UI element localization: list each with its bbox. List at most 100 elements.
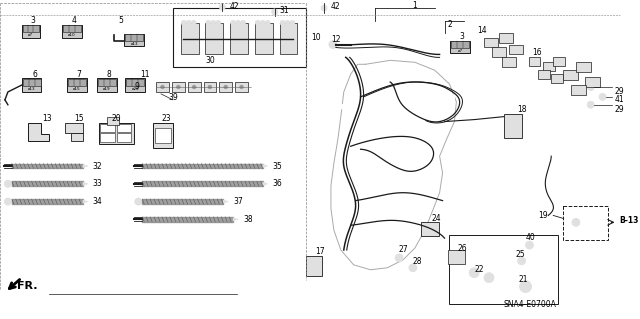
Bar — [563, 205, 607, 240]
Circle shape — [224, 85, 228, 89]
Circle shape — [216, 20, 221, 25]
Text: 9: 9 — [135, 83, 140, 92]
Circle shape — [211, 20, 216, 25]
Text: ø15: ø15 — [73, 87, 81, 91]
Circle shape — [340, 174, 345, 178]
Bar — [451, 41, 470, 53]
Circle shape — [290, 20, 295, 25]
Bar — [23, 26, 38, 33]
Text: 42: 42 — [331, 3, 340, 11]
Circle shape — [230, 20, 236, 25]
Text: ø19: ø19 — [103, 87, 111, 91]
Bar — [22, 78, 42, 92]
Polygon shape — [83, 182, 88, 185]
Text: 15: 15 — [74, 114, 84, 123]
Bar — [107, 117, 118, 124]
Circle shape — [191, 20, 196, 25]
Text: 19: 19 — [538, 211, 548, 220]
Bar — [100, 133, 115, 142]
Text: 7: 7 — [77, 70, 81, 79]
Bar — [502, 57, 516, 67]
Text: 21: 21 — [519, 275, 528, 284]
Bar — [529, 57, 540, 66]
Bar — [99, 122, 134, 144]
Polygon shape — [83, 165, 88, 167]
Bar — [98, 79, 116, 86]
Polygon shape — [223, 200, 228, 203]
Polygon shape — [233, 218, 238, 221]
Circle shape — [393, 45, 397, 50]
Circle shape — [135, 198, 141, 205]
Bar — [116, 133, 131, 142]
Text: 38: 38 — [243, 215, 253, 224]
Text: 32: 32 — [93, 161, 102, 171]
Circle shape — [341, 55, 346, 60]
Circle shape — [236, 20, 241, 25]
Bar — [125, 34, 143, 41]
Circle shape — [520, 281, 531, 293]
Circle shape — [4, 180, 12, 187]
Circle shape — [265, 20, 270, 25]
Bar — [71, 133, 83, 141]
Bar — [576, 62, 591, 72]
Circle shape — [241, 20, 246, 25]
Bar — [100, 123, 115, 132]
Text: 31: 31 — [280, 6, 289, 15]
Polygon shape — [28, 122, 49, 141]
Circle shape — [6, 197, 16, 206]
Circle shape — [271, 9, 278, 15]
Bar — [124, 33, 144, 47]
Bar — [551, 74, 563, 83]
Circle shape — [422, 52, 428, 57]
Bar — [188, 82, 200, 92]
Bar — [180, 23, 198, 55]
Text: 11: 11 — [140, 70, 150, 79]
Bar — [585, 77, 600, 87]
Circle shape — [208, 85, 212, 89]
Bar — [230, 23, 248, 55]
Circle shape — [363, 45, 368, 50]
Text: 37: 37 — [233, 197, 243, 206]
Bar — [220, 82, 232, 92]
Circle shape — [422, 196, 428, 201]
Circle shape — [409, 264, 417, 272]
Text: ø10: ø10 — [68, 33, 76, 37]
Bar — [306, 256, 322, 276]
Circle shape — [450, 94, 455, 99]
Circle shape — [341, 193, 346, 198]
Bar — [421, 222, 438, 236]
Bar — [543, 62, 555, 71]
Circle shape — [401, 85, 406, 89]
Text: ø22: ø22 — [131, 87, 140, 91]
Bar — [156, 82, 169, 92]
Circle shape — [341, 129, 346, 134]
Bar — [67, 78, 87, 92]
Circle shape — [572, 219, 580, 226]
Text: 26: 26 — [458, 243, 467, 253]
Text: B-13: B-13 — [620, 216, 639, 225]
Text: 29: 29 — [614, 105, 624, 114]
Circle shape — [340, 154, 345, 159]
Bar — [571, 85, 586, 95]
Text: 39: 39 — [168, 93, 178, 102]
Circle shape — [255, 20, 260, 25]
Circle shape — [329, 41, 337, 48]
Text: 2: 2 — [447, 20, 452, 29]
Text: SNA4-E0700A: SNA4-E0700A — [504, 300, 557, 309]
Text: 30: 30 — [205, 56, 215, 65]
Polygon shape — [331, 60, 456, 270]
Text: 33: 33 — [93, 179, 102, 188]
Bar — [22, 25, 40, 38]
Bar — [204, 82, 216, 92]
Circle shape — [429, 147, 434, 152]
Text: 42: 42 — [229, 3, 239, 11]
Bar — [63, 26, 81, 33]
Bar — [68, 79, 86, 86]
Bar — [492, 48, 506, 57]
Bar — [97, 78, 116, 92]
Circle shape — [161, 85, 164, 89]
Text: 14: 14 — [477, 26, 487, 35]
Text: 27: 27 — [398, 246, 408, 255]
Circle shape — [206, 20, 211, 25]
Circle shape — [599, 93, 606, 100]
